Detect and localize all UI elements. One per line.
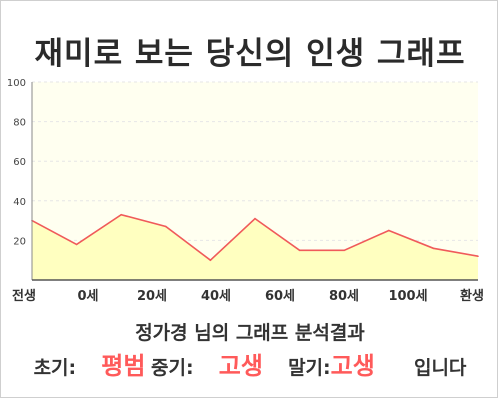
x-tick-label: 100세 [388, 289, 427, 304]
data-point [165, 225, 167, 228]
data-point [209, 259, 212, 262]
x-tick-label: 60세 [265, 289, 295, 304]
data-point [120, 213, 122, 216]
x-tick-label: 환생 [460, 288, 484, 304]
late-label: 말기: [288, 357, 331, 379]
data-point [254, 217, 256, 220]
x-tick-label: 80세 [329, 289, 359, 304]
analysis-subtitle: 정가경 님의 그래프 분석결과 [135, 322, 365, 344]
x-tick-label: 0세 [77, 289, 98, 304]
y-tick-label: 40 [13, 197, 26, 208]
x-tick-label: 40세 [201, 289, 231, 304]
x-tick-label: 20세 [137, 289, 167, 304]
data-point [298, 249, 301, 252]
mid-value: 고생 [218, 352, 263, 380]
x-tick-labels: 전생 0세 20세 40세 60세 80세 100세 환생 [12, 288, 484, 304]
analysis-result: 초기: 평범 중기: 고생 말기:고생 입니다 [0, 346, 500, 381]
page-title: 재미로 보는 당신의 인생 그래프 [34, 36, 466, 72]
data-point [388, 229, 390, 232]
y-tick-label: 80 [13, 118, 26, 129]
axes [31, 82, 478, 281]
data-point [343, 249, 346, 252]
data-point [477, 255, 479, 258]
y-tick-label: 20 [13, 236, 26, 247]
suffix-text: 입니다 [413, 357, 467, 379]
mid-label: 중기: [151, 357, 194, 379]
data-point [75, 243, 78, 246]
x-tick-label: 전생 [12, 288, 36, 304]
y-tick-labels: 100 80 60 40 20 [7, 78, 26, 247]
area-fill [32, 214, 478, 280]
y-tick-label: 100 [7, 78, 26, 89]
early-value: 평범 [101, 352, 146, 380]
data-point [432, 247, 435, 250]
late-value: 고생 [330, 352, 375, 380]
y-tick-label: 60 [13, 157, 26, 168]
early-label: 초기: [33, 357, 77, 379]
